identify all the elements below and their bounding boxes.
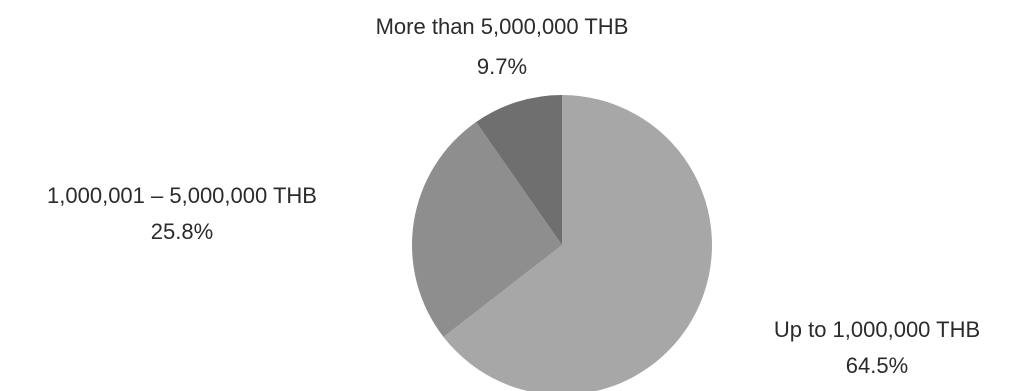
slice-label-more-than-5m: More than 5,000,000 THB [376, 14, 629, 39]
slice-1m-to-5m [412, 122, 562, 337]
slice-up-to-1m [443, 95, 712, 391]
slice-value-up-to-1m: 64.5% [846, 353, 908, 378]
slice-more-than-5m [476, 95, 562, 245]
pie-slices [412, 95, 712, 391]
slice-value-more-than-5m: 9.7% [477, 54, 527, 79]
label-group-up-to-1m: Up to 1,000,000 THB 64.5% [774, 317, 980, 378]
slice-label-1m-to-5m: 1,000,001 – 5,000,000 THB [47, 183, 317, 208]
slice-value-1m-to-5m: 25.8% [151, 219, 213, 244]
label-group-more-than-5m: More than 5,000,000 THB 9.7% [376, 14, 629, 79]
slice-label-up-to-1m: Up to 1,000,000 THB [774, 317, 980, 342]
label-group-1m-to-5m: 1,000,001 – 5,000,000 THB 25.8% [47, 183, 317, 244]
